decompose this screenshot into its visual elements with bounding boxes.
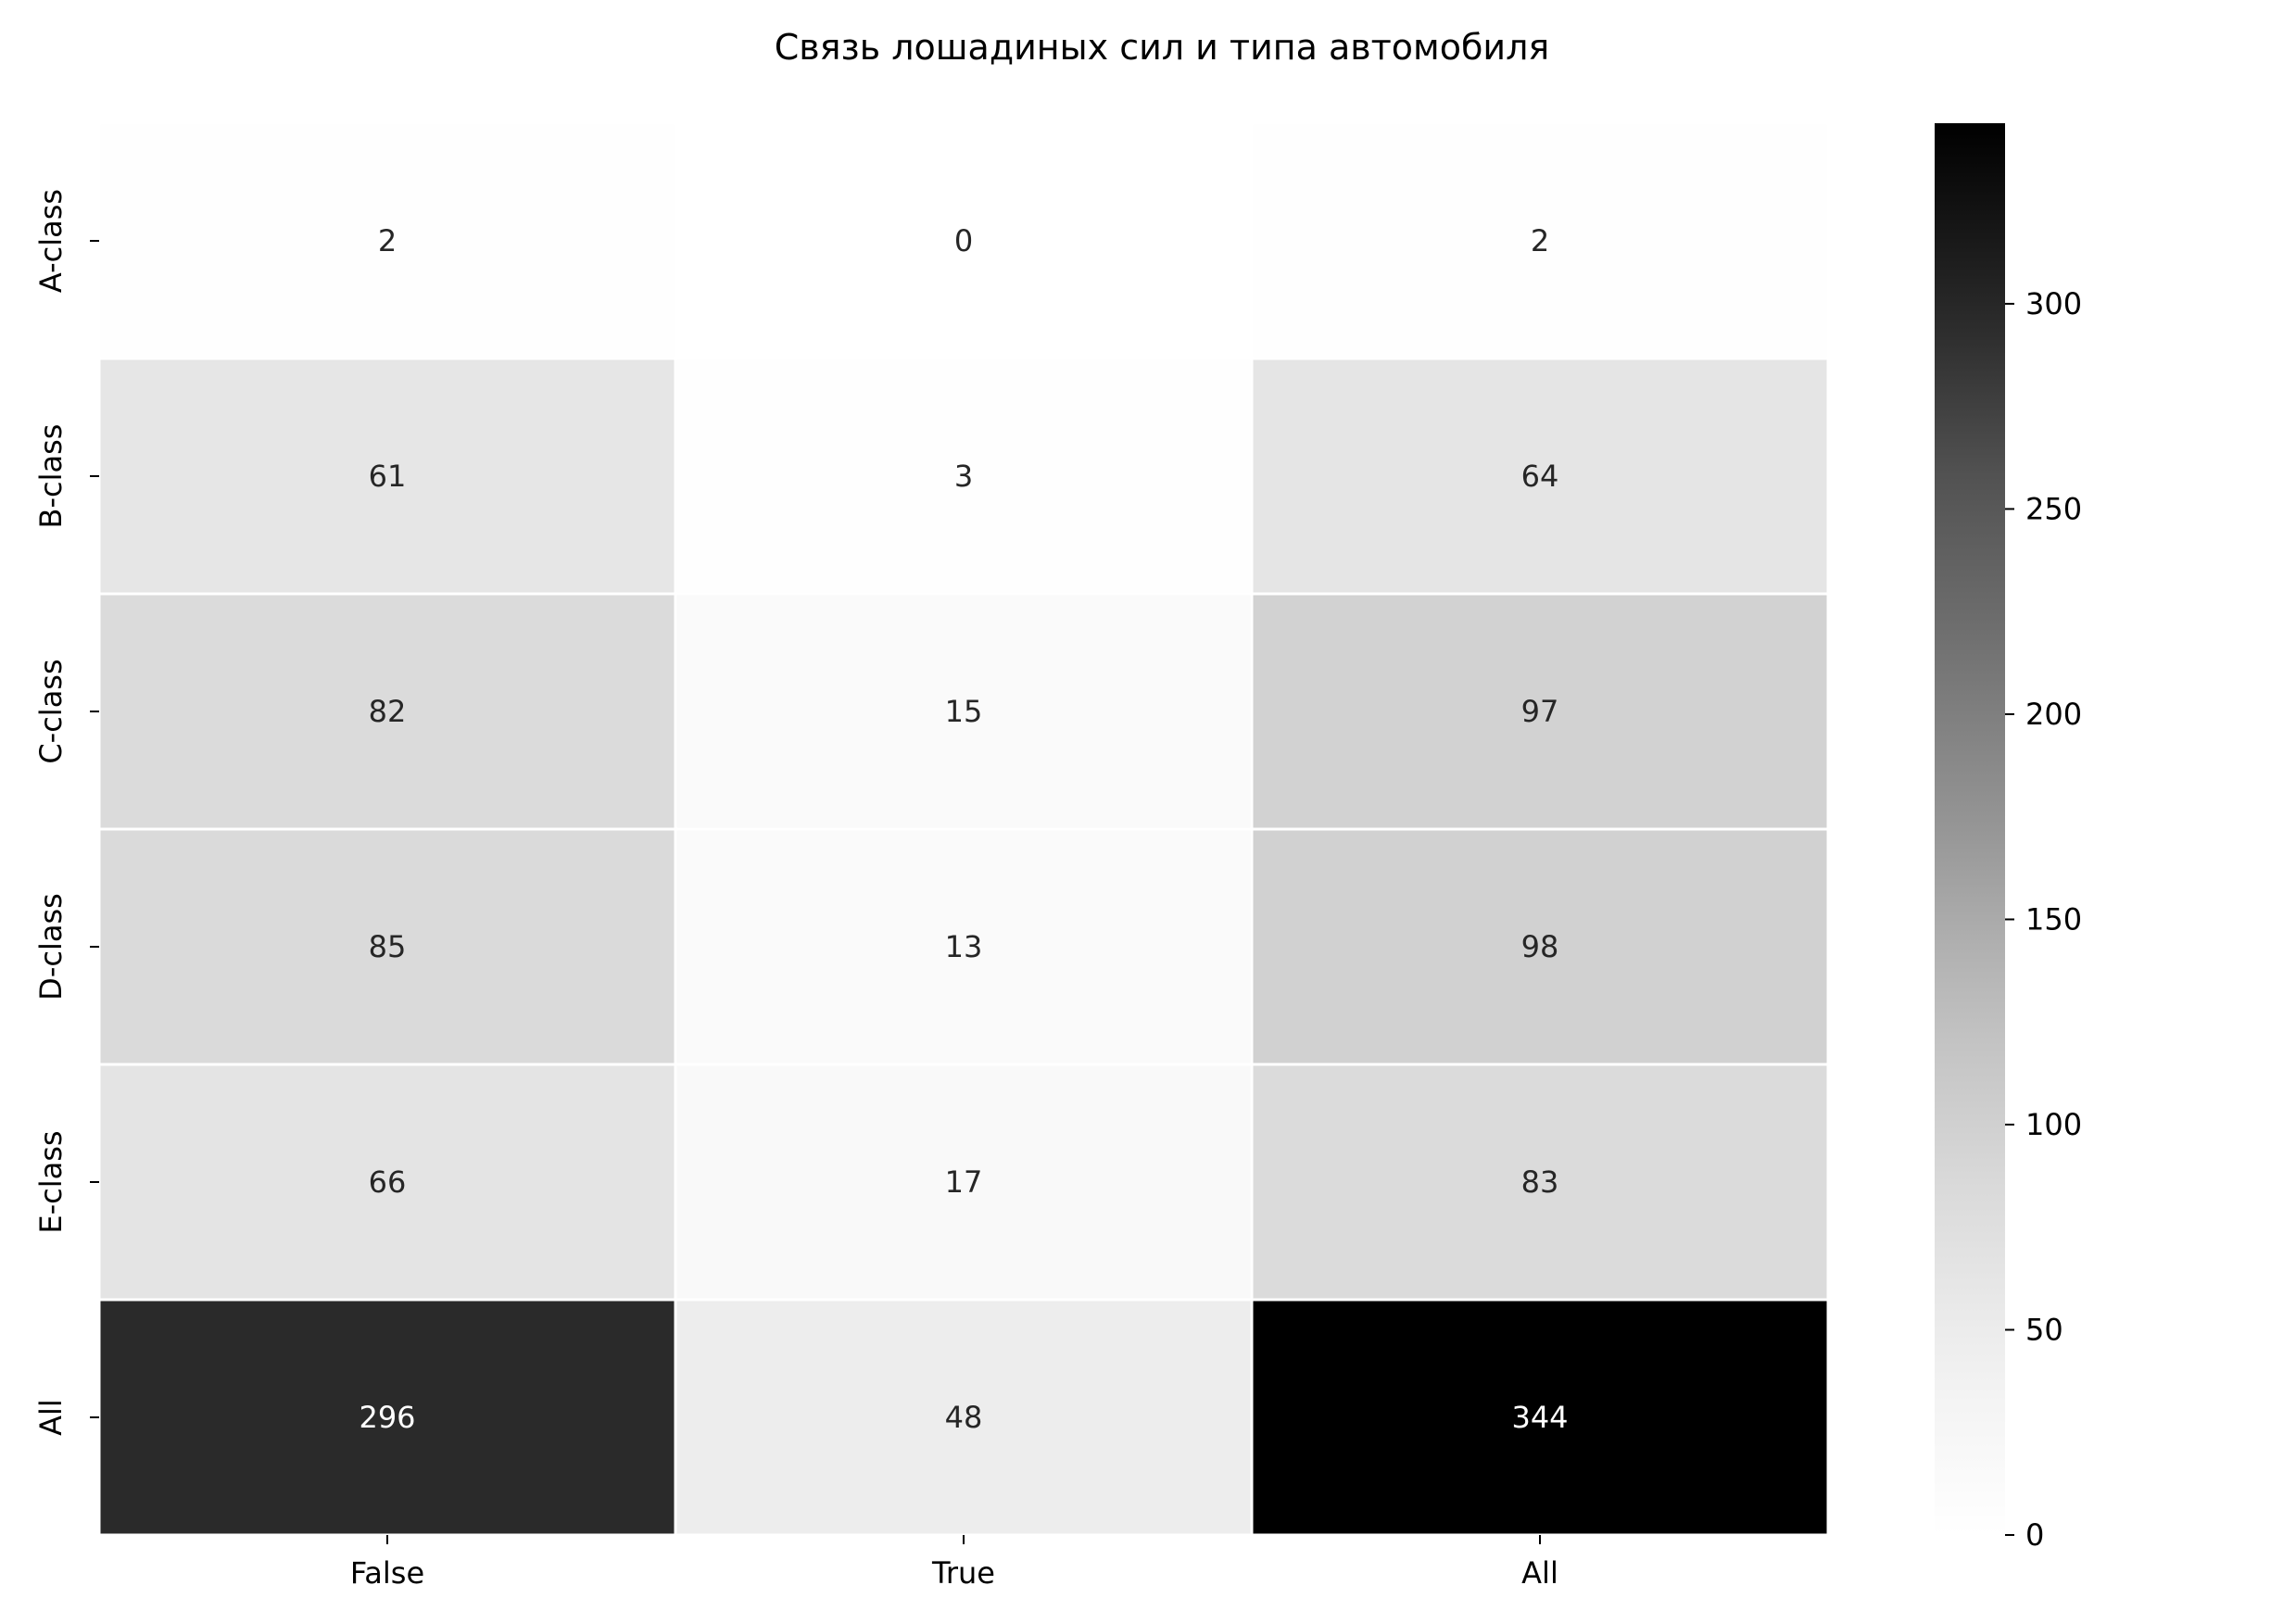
heatmap-cell — [1250, 827, 1830, 1066]
cell-value-label: 85 — [369, 929, 407, 964]
cell-value-label: 48 — [945, 1400, 983, 1435]
heatmap-cell — [674, 592, 1254, 831]
y-tick-label: C-class — [33, 659, 69, 763]
cell-value-label: 15 — [945, 694, 983, 729]
colorbar-tick-label: 250 — [2025, 491, 2082, 526]
heatmap-cell — [674, 1298, 1254, 1537]
heatmap-cell — [1250, 592, 1830, 831]
cell-value-label: 2 — [1531, 223, 1549, 258]
heatmap-cell — [97, 827, 677, 1066]
heatmap-cell — [97, 121, 677, 360]
colorbar: 0 50 100 150 200 250 300 — [1935, 123, 2082, 1553]
cell-value-label: 82 — [369, 694, 407, 729]
heatmap-cell — [1250, 1298, 1830, 1537]
x-axis: False True All — [350, 1535, 1558, 1591]
heatmap-cell — [97, 1063, 677, 1302]
heatmap-cell — [97, 357, 677, 596]
y-tick-label: D-class — [33, 893, 69, 1000]
y-tick-label: E-class — [33, 1130, 69, 1233]
colorbar-tick-label: 0 — [2025, 1517, 2044, 1553]
cell-value-label: 83 — [1521, 1164, 1559, 1200]
heatmap-cell — [1250, 121, 1830, 360]
y-tick-label: All — [33, 1399, 69, 1436]
heatmap-cell — [674, 121, 1254, 360]
colorbar-gradient — [1935, 123, 2005, 1535]
heatmap-cells: 2 0 2 61 3 64 82 15 97 85 13 98 66 17 83 296 48 344 — [97, 121, 1830, 1537]
cell-value-label: 344 — [1511, 1400, 1568, 1435]
y-axis: A-class B-class C-class D-class E-class All — [33, 189, 99, 1436]
colorbar-tick-label: 100 — [2025, 1107, 2082, 1142]
cell-value-label: 0 — [954, 223, 973, 258]
colorbar-tick-label: 200 — [2025, 697, 2082, 732]
cell-value-label: 2 — [378, 223, 397, 258]
heatmap-cell — [97, 592, 677, 831]
cell-value-label: 13 — [945, 929, 983, 964]
x-tick-label: False — [350, 1555, 424, 1591]
colorbar-tick-label: 50 — [2025, 1312, 2063, 1347]
heatmap-cell — [97, 1298, 677, 1537]
colorbar-tick-label: 150 — [2025, 901, 2082, 937]
y-tick-label: B-class — [33, 424, 69, 529]
cell-value-label: 3 — [954, 459, 973, 494]
cell-value-label: 66 — [369, 1164, 407, 1200]
cell-value-label: 296 — [359, 1400, 415, 1435]
cell-value-label: 17 — [945, 1164, 983, 1200]
x-tick-label: True — [931, 1555, 995, 1591]
cell-value-label: 61 — [369, 459, 407, 494]
x-tick-label: All — [1521, 1555, 1558, 1591]
chart-title: Связь лошадиных сил и типа автомобиля — [775, 27, 1549, 68]
cell-value-label: 97 — [1521, 694, 1559, 729]
cell-value-label: 64 — [1521, 459, 1559, 494]
colorbar-tick-label: 300 — [2025, 286, 2082, 321]
y-tick-label: A-class — [33, 189, 69, 293]
cell-value-label: 98 — [1521, 929, 1559, 964]
heatmap-cell — [1250, 1063, 1830, 1302]
colorbar-ticks: 0 50 100 150 200 250 300 — [2005, 286, 2082, 1553]
heatmap-cell — [674, 1063, 1254, 1302]
